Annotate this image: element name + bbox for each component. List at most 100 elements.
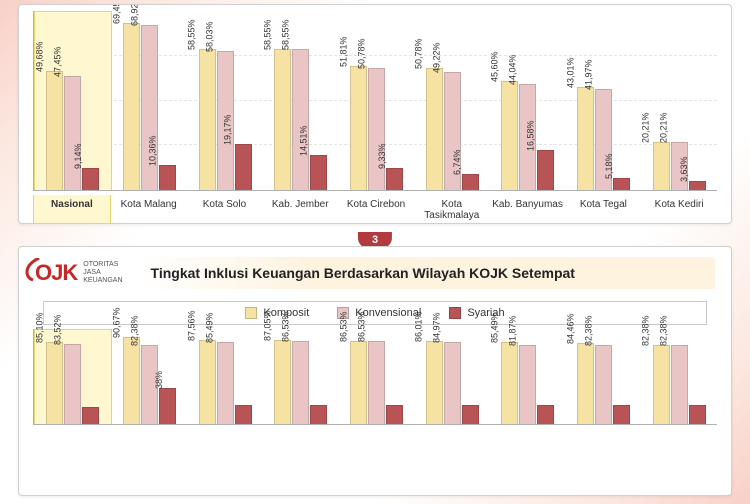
bar-konvensional: 85,49% bbox=[217, 342, 234, 424]
bar-value-label: 49,22% bbox=[432, 42, 444, 73]
bar-konvensional: 86,53% bbox=[292, 341, 309, 424]
bar-konvensional: 58,55% bbox=[292, 49, 309, 190]
bar-group: 58,55%58,03%19,17% bbox=[187, 11, 263, 190]
bar-value-label: 85,49% bbox=[490, 312, 502, 343]
bar-syariah: 9,14% bbox=[82, 168, 99, 190]
bar-group: 87,56%85,49% bbox=[187, 329, 263, 424]
legend: Komposit Konvensional Syariah bbox=[43, 301, 707, 325]
bar-value-label: 58,03% bbox=[205, 21, 217, 52]
bar-value-label: 14,51% bbox=[299, 126, 311, 157]
bar-konvensional: 50,78% bbox=[368, 68, 385, 190]
bar-komposit: 87,05% bbox=[274, 340, 291, 424]
bar-value-label: 50,78% bbox=[356, 39, 368, 70]
bar-value-label: 51,81% bbox=[338, 36, 350, 67]
bar-komposit: 86,53% bbox=[350, 341, 367, 424]
bar-group: 20,21%20,21% 3,63% bbox=[641, 11, 717, 190]
x-axis-label: Nasional bbox=[33, 195, 111, 224]
bar-value-label: 20,21% bbox=[659, 112, 671, 143]
bar-value-label: 84,97% bbox=[432, 313, 444, 344]
bar-value-label: 41,97% bbox=[583, 60, 595, 91]
top-x-axis-labels: NasionalKota MalangKota SoloKab. JemberK… bbox=[33, 195, 717, 224]
bar-komposit: 45,60% bbox=[501, 81, 518, 190]
bar-group: 84,46%82,38% bbox=[566, 329, 642, 424]
x-axis-label: Kota Tasikmalaya bbox=[414, 195, 490, 224]
x-axis-label: Kota Cirebon bbox=[338, 195, 414, 224]
bar-value-label: 83,52% bbox=[53, 314, 65, 345]
bar-syariah: 10,36% bbox=[159, 165, 176, 190]
bar-konvensional: 81,87% bbox=[519, 345, 536, 424]
bar-komposit: 51,81% bbox=[350, 66, 367, 190]
x-axis-label: Kab. Banyumas bbox=[490, 195, 566, 224]
bar-syariah bbox=[462, 405, 479, 424]
bar-value-label: 82,38% bbox=[129, 315, 141, 346]
bar-value-label: 44,04% bbox=[508, 55, 520, 86]
bar-value-label: 85,10% bbox=[35, 313, 47, 344]
bar-konvensional: 86,53% bbox=[368, 341, 385, 424]
bar-value-label: 82,38% bbox=[659, 315, 671, 346]
x-axis-label: Kota Kediri bbox=[641, 195, 717, 224]
bar-group: 85,49%81,87% bbox=[490, 329, 566, 424]
bottom-bar-chart: 85,10%83,52%90,67%82,38%38%87,56%85,49%8… bbox=[33, 329, 717, 425]
bar-value-label: 86,53% bbox=[338, 311, 350, 342]
bar-group: 51,81%50,78%9,33% bbox=[339, 11, 415, 190]
bar-value-label: 6,74% bbox=[452, 149, 464, 175]
bar-value-label: 58,55% bbox=[187, 20, 199, 51]
bar-group: 86,01%84,97% bbox=[414, 329, 490, 424]
x-axis-label: Kota Solo bbox=[187, 195, 263, 224]
x-axis-label: Kota Tegal bbox=[565, 195, 641, 224]
bar-group: 50,78%49,22% 6,74% bbox=[414, 11, 490, 190]
bar-konvensional: 83,52% bbox=[64, 344, 81, 424]
x-axis-label: Kota Malang bbox=[111, 195, 187, 224]
bar-value-label: 5,18% bbox=[604, 153, 616, 179]
bar-value-label: 38% bbox=[153, 371, 165, 389]
bar-komposit: 85,10% bbox=[46, 342, 63, 424]
bar-value-label: 69,45% bbox=[111, 4, 123, 24]
bar-value-label: 49,68% bbox=[35, 41, 47, 72]
bar-komposit: 49,68% bbox=[46, 71, 63, 190]
bar-komposit: 90,67% bbox=[123, 337, 140, 424]
bar-syariah bbox=[235, 405, 252, 424]
bar-group: 69,45%68,92%10,36% bbox=[112, 11, 188, 190]
bar-group: 82,38%82,38% bbox=[641, 329, 717, 424]
bar-syariah: 19,17% bbox=[235, 144, 252, 190]
bar-group: 45,60%44,04% 16,58% bbox=[490, 11, 566, 190]
bar-komposit: 87,56% bbox=[199, 340, 216, 424]
bar-syariah bbox=[689, 405, 706, 424]
bar-komposit: 58,55% bbox=[274, 49, 291, 190]
bar-syariah bbox=[613, 405, 630, 424]
bar-value-label: 68,92% bbox=[129, 4, 141, 26]
bar-syariah: 6,74% bbox=[462, 174, 479, 190]
bar-syariah bbox=[537, 405, 554, 424]
bar-value-label: 86,01% bbox=[414, 312, 426, 343]
bar-syariah bbox=[386, 405, 403, 424]
bar-komposit: 58,55% bbox=[199, 49, 216, 190]
bar-value-label: 81,87% bbox=[508, 316, 520, 347]
ojk-logo-mark: OJK bbox=[35, 260, 77, 286]
top-bar-chart: 49,68%47,45%9,14%69,45%68,92%10,36%58,55… bbox=[33, 11, 717, 191]
bar-syariah: 38% bbox=[159, 388, 176, 424]
bar-syariah bbox=[82, 407, 99, 424]
bar-komposit: 82,38% bbox=[653, 345, 670, 424]
bar-value-label: 87,56% bbox=[187, 310, 199, 341]
bar-syariah: 3,63% bbox=[689, 181, 706, 190]
bar-syariah: 16,58% bbox=[537, 150, 554, 190]
bar-value-label: 16,58% bbox=[526, 121, 538, 152]
bar-value-label: 10,36% bbox=[147, 136, 159, 167]
bar-value-label: 82,38% bbox=[583, 315, 595, 346]
bar-syariah: 5,18% bbox=[613, 178, 630, 190]
bar-value-label: 19,17% bbox=[223, 114, 235, 145]
ojk-logo-text: OtoritasJasaKeuangan bbox=[83, 261, 122, 284]
bar-komposit: 43,01% bbox=[577, 87, 594, 190]
bar-value-label: 87,05% bbox=[263, 311, 275, 342]
panel-title: Tingkat Inklusi Keuangan Berdasarkan Wil… bbox=[137, 257, 715, 289]
bar-komposit: 50,78% bbox=[426, 68, 443, 190]
bar-group: 43,01%41,97%5,18% bbox=[566, 11, 642, 190]
bar-konvensional: 82,38% bbox=[671, 345, 688, 424]
bar-group: 85,10%83,52% bbox=[34, 329, 112, 424]
bar-syariah: 9,33% bbox=[386, 168, 403, 190]
bar-komposit: 20,21% bbox=[653, 142, 670, 191]
bar-value-label: 85,49% bbox=[205, 312, 217, 343]
bar-value-label: 47,45% bbox=[53, 47, 65, 78]
bar-value-label: 43,01% bbox=[565, 57, 577, 88]
bar-value-label: 9,14% bbox=[73, 144, 85, 170]
